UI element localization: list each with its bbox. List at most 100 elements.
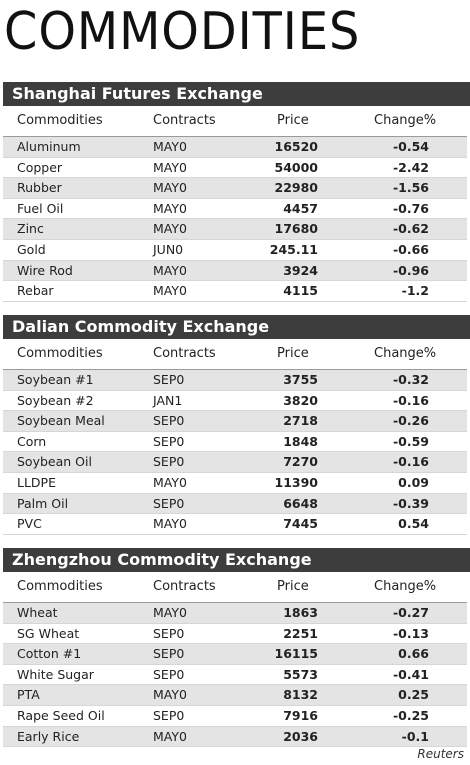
column-headers: Commodities Contracts Price Change% xyxy=(3,572,467,603)
change-value: -0.1 xyxy=(401,728,429,744)
price-value: 7916 xyxy=(283,707,318,723)
commodity-name: Rape Seed Oil xyxy=(17,707,105,723)
contract-code: MAY0 xyxy=(153,728,187,744)
price-value: 3924 xyxy=(283,262,318,278)
contract-code: SEP0 xyxy=(153,646,185,662)
price-value: 245.11 xyxy=(269,241,318,257)
table-row: Early Rice MAY0 2036 -0.1 xyxy=(3,726,467,748)
commodity-name: White Sugar xyxy=(17,666,94,682)
page-title: COMMODITIES xyxy=(4,2,361,62)
contract-code: MAY0 xyxy=(153,180,187,196)
column-headers: Commodities Contracts Price Change% xyxy=(3,106,467,137)
price-value: 16115 xyxy=(274,646,319,662)
change-value: 0.66 xyxy=(398,646,429,662)
price-value: 1863 xyxy=(283,605,318,620)
column-header: Commodities xyxy=(17,113,103,128)
contract-code: MAY0 xyxy=(153,474,187,490)
contract-code: MAY0 xyxy=(153,159,187,175)
commodity-name: LLDPE xyxy=(17,474,56,490)
table-row: Zinc MAY0 17680 -0.62 xyxy=(3,219,467,240)
commodity-name: Rebar xyxy=(17,283,54,299)
commodity-name: Wire Rod xyxy=(17,262,73,278)
column-header: Change% xyxy=(374,113,437,128)
commodity-name: Fuel Oil xyxy=(17,200,64,216)
table-row: Rape Seed Oil SEP0 7916 -0.25 xyxy=(3,706,467,727)
contract-code: SEP0 xyxy=(153,433,185,449)
price-value: 8132 xyxy=(283,687,318,703)
change-value: 0.25 xyxy=(398,687,429,703)
change-value: -0.16 xyxy=(392,392,429,408)
price-value: 5573 xyxy=(283,666,318,682)
change-value: -0.32 xyxy=(392,372,429,387)
contract-code: SEP0 xyxy=(153,495,185,511)
price-value: 54000 xyxy=(274,159,319,175)
contract-code: SEP0 xyxy=(153,707,185,723)
commodity-name: Gold xyxy=(17,241,46,257)
change-value: -0.41 xyxy=(392,666,429,682)
change-value: -0.26 xyxy=(392,413,429,429)
change-value: -0.54 xyxy=(392,139,429,154)
price-value: 4457 xyxy=(283,200,318,216)
table-row: Copper MAY0 54000 -2.42 xyxy=(3,158,467,179)
change-value: 0.54 xyxy=(398,516,429,532)
change-value: -1.2 xyxy=(401,283,429,299)
column-header: Contracts xyxy=(153,579,216,594)
commodity-name: Soybean #2 xyxy=(17,392,94,408)
column-header: Price xyxy=(277,579,309,594)
contract-code: SEP0 xyxy=(153,372,185,387)
commodity-name: Wheat xyxy=(17,605,58,620)
table-row: Soybean #1 SEP0 3755 -0.32 xyxy=(3,370,467,391)
contract-code: JUN0 xyxy=(153,241,184,257)
commodity-name: Soybean Oil xyxy=(17,454,92,470)
contract-code: MAY0 xyxy=(153,262,187,278)
commodity-name: Soybean #1 xyxy=(17,372,94,387)
change-value: -0.66 xyxy=(392,241,429,257)
table-row: Soybean Oil SEP0 7270 -0.16 xyxy=(3,452,467,473)
table-row: Wheat MAY0 1863 -0.27 xyxy=(3,603,467,624)
price-value: 11390 xyxy=(274,474,319,490)
section-header: Zhengzhou Commodity Exchange xyxy=(3,548,470,572)
change-value: 0.09 xyxy=(398,474,429,490)
contract-code: MAY0 xyxy=(153,200,187,216)
contract-code: JAN1 xyxy=(153,392,183,408)
change-value: -0.59 xyxy=(392,433,429,449)
exchange-section: Shanghai Futures Exchange Commodities Cont… xyxy=(0,82,470,302)
price-value: 1848 xyxy=(283,433,318,449)
change-value: -0.16 xyxy=(392,454,429,470)
table-row: Cotton #1 SEP0 16115 0.66 xyxy=(3,644,467,665)
contract-code: MAY0 xyxy=(153,283,187,299)
change-value: -0.39 xyxy=(392,495,429,511)
commodity-name: Zinc xyxy=(17,221,44,237)
table-row: SG Wheat SEP0 2251 -0.13 xyxy=(3,624,467,645)
column-header: Commodities xyxy=(17,346,103,361)
table-row: Fuel Oil MAY0 4457 -0.76 xyxy=(3,199,467,220)
contract-code: MAY0 xyxy=(153,221,187,237)
change-value: -0.62 xyxy=(392,221,429,237)
commodity-name: Cotton #1 xyxy=(17,646,82,662)
column-header: Contracts xyxy=(153,113,216,128)
change-value: -1.56 xyxy=(392,180,429,196)
table-row: Palm Oil SEP0 6648 -0.39 xyxy=(3,493,467,515)
table-row: Rebar MAY0 4115 -1.2 xyxy=(3,281,467,302)
contract-code: SEP0 xyxy=(153,454,185,470)
change-value: -2.42 xyxy=(392,159,429,175)
column-header: Price xyxy=(277,346,309,361)
commodity-name: Rubber xyxy=(17,180,62,196)
price-value: 16520 xyxy=(274,139,319,154)
contract-code: MAY0 xyxy=(153,516,187,532)
table-row: Gold JUN0 245.11 -0.66 xyxy=(3,240,467,261)
commodity-name: Soybean Meal xyxy=(17,413,105,429)
change-value: -0.96 xyxy=(392,262,429,278)
price-value: 6648 xyxy=(283,495,318,511)
change-value: -0.13 xyxy=(392,625,429,641)
table-row: PTA MAY0 8132 0.25 xyxy=(3,685,467,706)
contract-code: MAY0 xyxy=(153,139,187,154)
contract-code: MAY0 xyxy=(153,687,187,703)
contract-code: SEP0 xyxy=(153,666,185,682)
commodity-name: Palm Oil xyxy=(17,495,69,511)
column-header: Contracts xyxy=(153,346,216,361)
table-row: Soybean Meal SEP0 2718 -0.26 xyxy=(3,411,467,432)
exchange-section: Dalian Commodity Exchange Commodities Cont… xyxy=(0,315,470,535)
table-row: LLDPE MAY0 11390 0.09 xyxy=(3,473,467,494)
commodity-name: Corn xyxy=(17,433,47,449)
